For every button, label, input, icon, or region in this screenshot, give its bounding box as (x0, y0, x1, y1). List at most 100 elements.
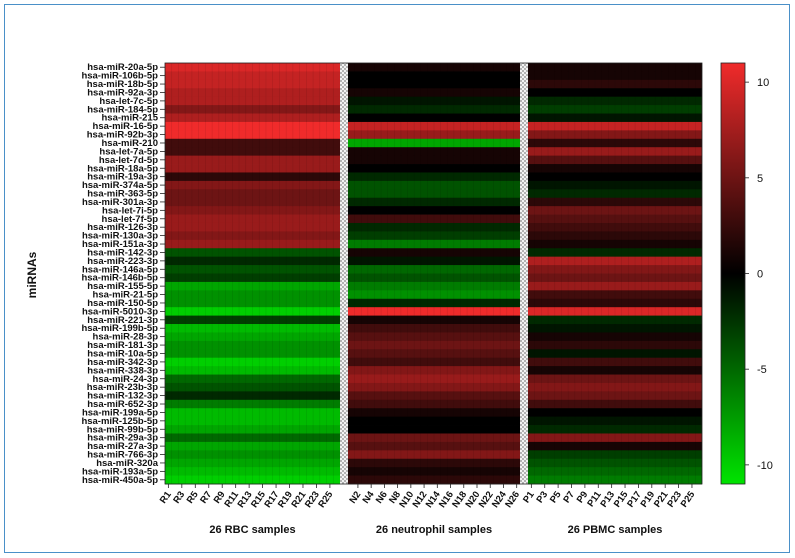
heatmap-cell (348, 425, 520, 434)
heatmap-cell (348, 290, 520, 300)
heatmap-chart: hsa-miR-20a-5phsa-miR-106b-5phsa-miR-18b… (25, 62, 773, 536)
row-label: hsa-miR-184-5p (87, 104, 158, 115)
y-axis-label: miRNAs (25, 251, 39, 298)
heatmap-cell (528, 189, 702, 199)
heatmap-cell (528, 96, 702, 106)
heatmap-cell (348, 239, 520, 249)
heatmap-cell (348, 189, 520, 199)
heatmap-cell (165, 332, 340, 342)
heatmap-cell (528, 433, 702, 443)
row-label: hsa-miR-342-3p (87, 357, 158, 368)
row-label: hsa-miR-450a-5p (82, 475, 158, 486)
heatmap-cell (348, 88, 520, 98)
heatmap-cell (528, 416, 702, 426)
heatmap-cell (348, 265, 520, 274)
x-tick-label: P9 (575, 489, 591, 505)
row-label: hsa-miR-155-5p (87, 281, 158, 292)
heatmap-cell (528, 113, 702, 123)
heatmap-cell (348, 248, 520, 258)
heatmap-cell (528, 248, 702, 258)
heatmap-cell (165, 458, 340, 468)
heatmap-cell (348, 96, 520, 106)
row-label: hsa-miR-106b-5p (81, 71, 158, 82)
heatmap-cell (528, 164, 702, 173)
group-label: 26 PBMC samples (568, 524, 663, 536)
heatmap-cell (348, 391, 520, 401)
row-label: hsa-miR-766-3p (87, 450, 158, 461)
heatmap-cell (348, 79, 520, 89)
heatmap-cell (528, 172, 702, 182)
row-label: hsa-miR-193a-5p (82, 466, 158, 477)
row-label: hsa-miR-146b-5p (81, 273, 158, 284)
heatmap-cell (528, 138, 702, 148)
heatmap-cell (165, 79, 340, 89)
group-block (528, 63, 702, 485)
heatmap-cell (165, 248, 340, 258)
heatmap-cell (165, 349, 340, 359)
heatmap-cell (165, 231, 340, 241)
heatmap-cell (348, 458, 520, 468)
heatmap-cell (348, 475, 520, 485)
heatmap-cell (348, 315, 520, 325)
row-label: hsa-let-7f-5p (102, 214, 159, 225)
row-label: hsa-miR-126-3p (87, 222, 158, 233)
heatmap-cell (528, 340, 702, 350)
heatmap-cell (528, 307, 702, 316)
heatmap-cell (528, 239, 702, 249)
row-label: hsa-miR-18b-5p (87, 79, 158, 90)
heatmap-cell (165, 138, 340, 148)
heatmap-cell (165, 374, 340, 384)
row-label: hsa-miR-130a-3p (82, 231, 158, 242)
heatmap-cell (348, 138, 520, 148)
row-label: hsa-miR-10a-5p (87, 348, 158, 359)
heatmap-cell (348, 298, 520, 308)
heatmap-cell (528, 425, 702, 434)
group-separator (340, 63, 348, 484)
heatmap-cell (528, 357, 702, 367)
heatmap-cell (348, 130, 520, 140)
heatmap-cell (165, 147, 340, 157)
heatmap-cell (348, 450, 520, 460)
heatmap-cell (348, 349, 520, 359)
heatmap-cell (165, 273, 340, 283)
row-label: hsa-miR-338-3p (87, 365, 158, 376)
heatmap-cell (348, 180, 520, 190)
heatmap-cell (528, 222, 702, 232)
heatmap-cell (165, 298, 340, 308)
heatmap-cell (528, 298, 702, 308)
row-label: hsa-miR-181-3p (87, 340, 158, 351)
heatmap-cell (165, 357, 340, 367)
heatmap-cell (165, 239, 340, 249)
heatmap-cell (528, 332, 702, 342)
row-label: hsa-miR-18a-5p (87, 163, 158, 174)
heatmap-cell (165, 391, 340, 401)
heatmap-cell (528, 374, 702, 384)
row-label: hsa-miR-19a-3p (87, 172, 158, 183)
row-label: hsa-miR-301a-3p (82, 197, 158, 208)
heatmap-cell (348, 222, 520, 232)
x-tick-label: P25 (679, 489, 698, 510)
heatmap-cell (165, 180, 340, 190)
heatmap-cell (528, 180, 702, 190)
group-separator (520, 63, 528, 484)
heatmap-cell (348, 357, 520, 367)
heatmap-cell (348, 467, 520, 476)
heatmap-cell (165, 382, 340, 392)
heatmap-cell (165, 189, 340, 199)
row-labels: hsa-miR-20a-5phsa-miR-106b-5phsa-miR-18b… (81, 62, 165, 486)
row-label: hsa-miR-29a-3p (87, 433, 158, 444)
colorbar-tick-label: 5 (757, 173, 763, 185)
heatmap-cell (348, 206, 520, 215)
heatmap-cell (528, 315, 702, 325)
row-label: hsa-miR-215 (102, 113, 159, 124)
heatmap-cell (528, 273, 702, 283)
figure-frame: hsa-miR-20a-5p hsa-miR-106b-5p hsa-miR-18b… (4, 4, 790, 553)
row-label: hsa-miR-210 (102, 138, 159, 149)
heatmap-cell (528, 399, 702, 409)
heatmap-cell (348, 231, 520, 241)
heatmap-cell (165, 425, 340, 434)
group-label: 26 RBC samples (209, 524, 295, 536)
heatmap-cell (165, 324, 340, 333)
heatmap-cell (528, 197, 702, 207)
row-label: hsa-miR-199a-5p (82, 407, 158, 418)
